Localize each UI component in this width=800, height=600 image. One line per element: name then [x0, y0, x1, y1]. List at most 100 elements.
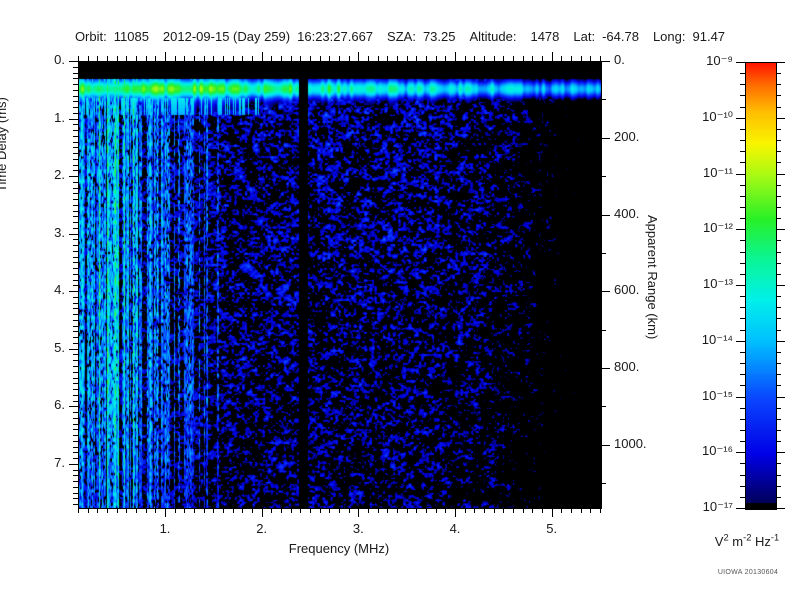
- axis-tick: [73, 113, 78, 114]
- axis-tick: [73, 285, 78, 286]
- axis-tick-label: 1.: [159, 521, 171, 536]
- axis-tick: [378, 56, 379, 61]
- axis-tick: [69, 406, 78, 407]
- colorbar-tick-label: 10⁻¹⁵: [701, 387, 733, 403]
- axis-tick-label: 200.: [614, 128, 640, 144]
- axis-tick: [513, 56, 514, 61]
- axis-tick: [73, 337, 78, 338]
- axis-tick: [776, 508, 785, 509]
- axis-tick-label: 1.: [54, 109, 65, 125]
- axis-tick: [358, 508, 359, 517]
- axis-tick: [740, 151, 745, 152]
- axis-tick: [136, 56, 137, 61]
- figure-credit: UIOWA 20130604: [717, 569, 779, 576]
- axis-tick: [73, 211, 78, 212]
- axis-tick: [88, 508, 89, 513]
- axis-tick: [552, 508, 553, 517]
- axis-tick: [776, 385, 781, 386]
- axis-tick: [184, 508, 185, 513]
- axis-tick: [291, 508, 292, 513]
- axis-tick: [740, 196, 745, 197]
- axis-tick: [740, 430, 745, 431]
- axis-tick: [776, 296, 781, 297]
- axis-tick: [73, 504, 78, 505]
- axis-tick: [601, 291, 610, 292]
- latitude-label: Lat:: [573, 29, 596, 44]
- axis-tick: [73, 297, 78, 298]
- axis-tick: [740, 374, 745, 375]
- axis-tick: [73, 239, 78, 240]
- axis-tick: [776, 196, 781, 197]
- axis-tick: [776, 207, 781, 208]
- axis-tick: [740, 419, 745, 420]
- orbit-label: Orbit:: [74, 29, 107, 44]
- colorbar-tick-label: 10⁻¹³: [703, 276, 733, 291]
- axis-tick: [165, 508, 166, 517]
- axis-tick: [126, 508, 127, 513]
- axis-tick: [300, 56, 301, 61]
- axis-tick: [252, 56, 253, 61]
- axis-tick: [73, 257, 78, 258]
- observation-time: 16:23:27.667: [297, 29, 374, 44]
- axis-tick: [126, 56, 127, 61]
- axis-tick: [73, 378, 78, 379]
- axis-tick: [73, 447, 78, 448]
- axis-tick: [776, 441, 781, 442]
- axis-tick: [73, 67, 78, 68]
- y-axis-title-right: Apparent Range (km): [645, 215, 660, 340]
- axis-tick: [776, 95, 781, 96]
- axis-tick: [776, 408, 781, 409]
- axis-tick: [73, 268, 78, 269]
- axis-tick: [740, 252, 745, 253]
- axis-tick: [736, 397, 745, 398]
- observation-date: 2012-09-15 (Day 259): [162, 29, 291, 44]
- axis-tick: [73, 308, 78, 309]
- axis-tick: [69, 234, 78, 235]
- axis-tick: [73, 165, 78, 166]
- sza-label: SZA:: [387, 29, 416, 44]
- axis-tick: [503, 508, 504, 513]
- axis-tick: [571, 56, 572, 61]
- colorbar-tick-label: 10⁻¹⁶: [701, 443, 733, 459]
- axis-tick: [740, 330, 745, 331]
- axis-tick: [590, 508, 591, 513]
- axis-tick: [73, 331, 78, 332]
- axis-tick: [136, 508, 137, 513]
- axis-tick: [736, 118, 745, 119]
- axis-tick: [73, 487, 78, 488]
- axis-tick: [262, 52, 263, 61]
- observation-header: Orbit: 11085 2012-09-15 (Day 259) 16:23:27.…: [0, 29, 800, 44]
- axis-tick: [776, 285, 785, 286]
- colorbar-tick-label: 10⁻⁹: [706, 53, 733, 68]
- axis-tick: [776, 84, 781, 85]
- axis-tick: [165, 52, 166, 61]
- axis-tick: [69, 291, 78, 292]
- axis-tick-label: 4.: [449, 521, 461, 536]
- axis-tick: [532, 508, 533, 513]
- axis-tick: [73, 441, 78, 442]
- orbit-value: 11085: [113, 29, 149, 44]
- axis-tick: [740, 307, 745, 308]
- axis-tick: [242, 56, 243, 61]
- axis-tick: [223, 508, 224, 513]
- axis-tick: [107, 56, 108, 61]
- axis-tick: [213, 56, 214, 61]
- axis-tick: [73, 73, 78, 74]
- axis-tick-label: 5.: [546, 521, 558, 536]
- axis-tick: [532, 56, 533, 61]
- y-axis-title-left: Time Delay (ms): [0, 97, 9, 192]
- axis-tick: [581, 508, 582, 513]
- axis-tick: [155, 508, 156, 513]
- axis-tick: [776, 174, 785, 175]
- axis-tick: [73, 96, 78, 97]
- axis-tick: [776, 229, 785, 230]
- axis-tick: [542, 56, 543, 61]
- axis-tick: [736, 174, 745, 175]
- axis-tick: [73, 475, 78, 476]
- altitude-value: 1478: [530, 29, 560, 44]
- axis-tick: [175, 508, 176, 513]
- axis-tick: [776, 274, 781, 275]
- axis-tick: [310, 508, 311, 513]
- latitude-value: -64.78: [602, 29, 639, 44]
- axis-tick: [73, 142, 78, 143]
